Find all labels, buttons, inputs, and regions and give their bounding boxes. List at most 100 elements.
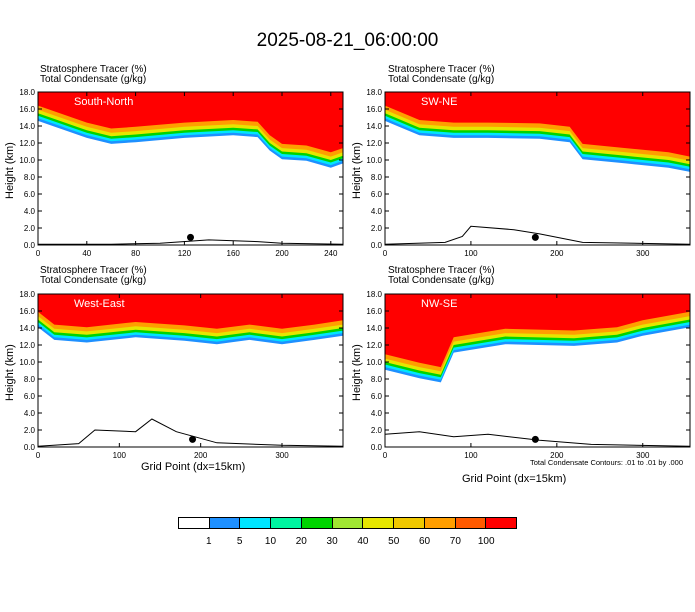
y-tick-label: 8.0 (371, 173, 383, 182)
contour-note: Total Condensate Contours: .01 to .01 by… (530, 458, 684, 467)
panel-header-tracer: Stratosphere Tracer (%) (40, 64, 147, 75)
y-tick-label: 8.0 (24, 375, 36, 384)
y-tick-label: 2.0 (371, 426, 383, 435)
x-tick-label: 100 (113, 451, 127, 460)
y-tick-label: 16.0 (366, 307, 382, 316)
location-marker (531, 435, 539, 443)
y-tick-label: 0.0 (24, 241, 36, 250)
panel-header-tracer: Stratosphere Tracer (%) (388, 64, 495, 75)
x-tick-label: 100 (464, 249, 478, 258)
location-marker (531, 233, 539, 241)
panel-label: NW-SE (421, 298, 457, 310)
panel-header-condensate: Total Condensate (g/kg) (388, 275, 495, 286)
colorbar-label: 20 (295, 536, 307, 547)
colorbar-swatch (179, 518, 210, 528)
tracer-band (385, 92, 690, 157)
colorbar-label: 50 (388, 536, 400, 547)
x-tick-label: 80 (131, 249, 140, 258)
y-tick-label: 18.0 (19, 88, 35, 97)
y-tick-label: 0.0 (371, 443, 383, 452)
y-tick-label: 6.0 (371, 190, 383, 199)
x-tick-label: 0 (383, 451, 388, 460)
y-tick-label: 4.0 (371, 409, 383, 418)
plot-frame (384, 91, 691, 246)
cross-section-panel: 0.0 2.0 4.0 6.0 8.0 10.0 12.0 14.0 16.0 18.0 0 100 2… (366, 88, 691, 258)
y-tick-label: 18.0 (366, 88, 382, 97)
colorbar-swatch (363, 518, 395, 528)
x-tick-label: 120 (178, 249, 192, 258)
y-tick-label: 18.0 (366, 290, 382, 299)
colorbar-label: 40 (357, 536, 369, 547)
cross-section-panel: 0.0 2.0 4.0 6.0 8.0 10.0 12.0 14.0 16.0 18.0 0 40 80… (19, 88, 344, 258)
x-tick-label: 0 (383, 249, 388, 258)
x-tick-label: 200 (550, 249, 564, 258)
y-tick-label: 6.0 (371, 392, 383, 401)
x-axis-title-left: Grid Point (dx=15km) (141, 461, 246, 473)
y-tick-label: 4.0 (24, 409, 36, 418)
y-tick-label: 10.0 (19, 156, 35, 165)
terrain-line (384, 225, 691, 245)
colorbar-swatch (486, 518, 517, 528)
y-tick-label: 6.0 (24, 392, 36, 401)
y-tick-label: 14.0 (19, 324, 35, 333)
colorbar-swatch (209, 518, 241, 528)
panel-header-condensate: Total Condensate (g/kg) (40, 74, 147, 85)
x-tick-label: 300 (275, 451, 289, 460)
cross-section-panel: 0.0 2.0 4.0 6.0 8.0 10.0 12.0 14.0 16.0 18.0 0 100 2… (366, 290, 691, 460)
panel-label: SW-NE (421, 96, 457, 108)
y-tick-label: 16.0 (19, 307, 35, 316)
x-tick-label: 160 (227, 249, 241, 258)
y-tick-label: 12.0 (19, 341, 35, 350)
colorbar-swatch (271, 518, 302, 528)
x-axis-title-right: Grid Point (dx=15km) (462, 473, 567, 485)
y-tick-label: 2.0 (24, 224, 36, 233)
tracer-band (38, 294, 343, 329)
x-tick-label: 200 (194, 451, 208, 460)
colorbar-label: 1 (206, 536, 212, 547)
panel-header-tracer: Stratosphere Tracer (%) (388, 265, 495, 276)
terrain-line (37, 418, 344, 447)
colorbar-swatch (301, 518, 333, 528)
panel-label: South-North (74, 96, 133, 108)
colorbar-label: 10 (264, 536, 277, 547)
y-tick-label: 14.0 (19, 122, 35, 131)
y-tick-label: 16.0 (19, 105, 35, 114)
y-tick-label: 6.0 (24, 190, 36, 199)
y-tick-label: 4.0 (371, 207, 383, 216)
y-tick-label: 0.0 (371, 241, 383, 250)
plot-frame (384, 293, 691, 448)
y-tick-label: 12.0 (366, 341, 382, 350)
figure-title: 2025-08-21_06:00:00 (256, 30, 439, 51)
y-tick-label: 8.0 (371, 375, 383, 384)
colorbar-swatch (455, 518, 487, 528)
colorbar-label: 70 (449, 536, 461, 547)
y-tick-label: 0.0 (24, 443, 36, 452)
colorbar-label: 30 (326, 536, 338, 547)
panel-header-condensate: Total Condensate (g/kg) (40, 275, 147, 286)
colorbar-swatch (394, 518, 425, 528)
y-tick-label: 10.0 (366, 358, 382, 367)
y-tick-label: 10.0 (366, 156, 382, 165)
x-tick-label: 0 (36, 249, 41, 258)
y-tick-label: 14.0 (366, 122, 382, 131)
colorbar-label: 60 (418, 536, 431, 547)
x-tick-label: 300 (636, 451, 650, 460)
x-tick-label: 200 (550, 451, 564, 460)
y-tick-label: 10.0 (19, 358, 35, 367)
colorbar-swatch (424, 518, 456, 528)
plot-frame (37, 293, 344, 448)
y-tick-label: 14.0 (366, 324, 382, 333)
plot-frame (37, 91, 344, 246)
cross-section-panel: 0.0 2.0 4.0 6.0 8.0 10.0 12.0 14.0 16.0 18.0 0 100 2… (19, 290, 344, 460)
y-tick-label: 2.0 (24, 426, 36, 435)
x-tick-label: 40 (82, 249, 91, 258)
y-tick-label: 16.0 (366, 105, 382, 114)
y-tick-label: 2.0 (371, 224, 383, 233)
x-tick-label: 200 (275, 249, 289, 258)
location-marker (189, 435, 197, 443)
colorbar-label: 100 (477, 536, 495, 547)
x-tick-label: 100 (464, 451, 478, 460)
y-tick-label: 4.0 (24, 207, 36, 216)
y-tick-label: 18.0 (19, 290, 35, 299)
panel-label: West-East (74, 298, 125, 310)
